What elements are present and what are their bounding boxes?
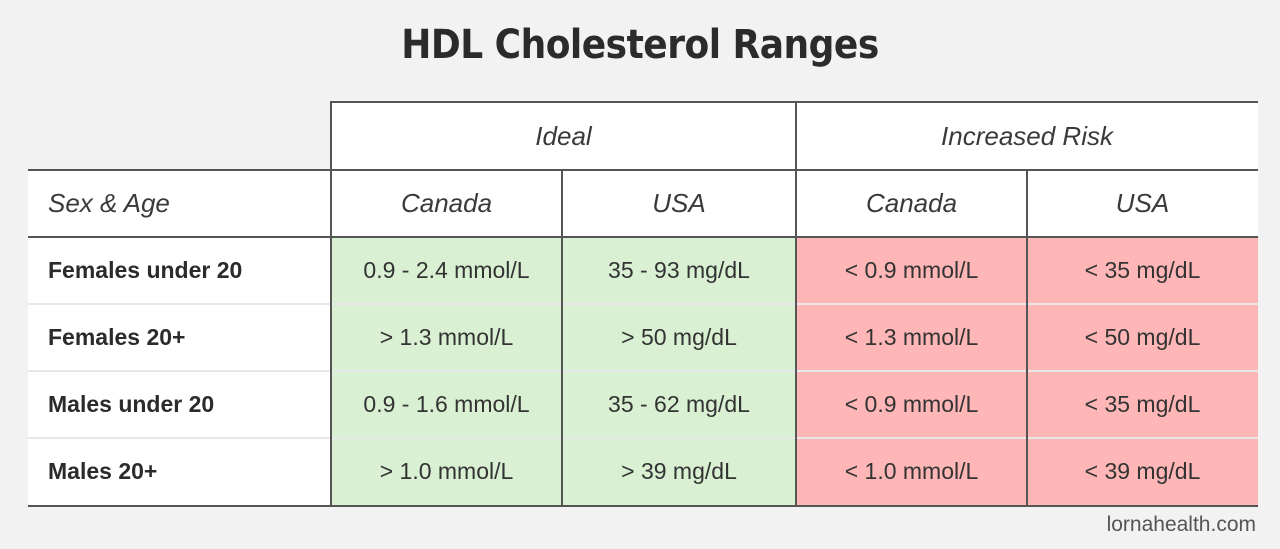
- table-cell-risk-usa: < 35 mg/dL: [1027, 237, 1258, 304]
- row-divider: [28, 370, 1258, 372]
- table-cell-ideal-usa: 35 - 93 mg/dL: [562, 237, 796, 304]
- table-divider: [28, 169, 1258, 171]
- page-title: HDL Cholesterol Ranges: [401, 22, 879, 68]
- table-divider: [28, 236, 1258, 238]
- row-divider: [28, 437, 1258, 439]
- row-label: Females 20+: [28, 304, 331, 371]
- table-bottom-border: [28, 505, 1258, 507]
- source-credit: lornahealth.com: [1106, 513, 1256, 536]
- row-label: Males under 20: [28, 371, 331, 438]
- table-cell-ideal-canada: 0.9 - 2.4 mmol/L: [331, 237, 562, 304]
- table-cell-ideal-canada: 0.9 - 1.6 mmol/L: [331, 371, 562, 438]
- table-cell-ideal-usa: 35 - 62 mg/dL: [562, 371, 796, 438]
- table-cell-ideal-canada: > 1.3 mmol/L: [331, 304, 562, 371]
- table-cell-risk-usa: < 50 mg/dL: [1027, 304, 1258, 371]
- column-header-sex-age: Sex & Age: [28, 170, 331, 237]
- group-header-ideal: Ideal: [331, 101, 796, 169]
- column-header-risk-usa: USA: [1027, 170, 1258, 237]
- column-divider: [330, 101, 332, 507]
- table-cell-risk-usa: < 35 mg/dL: [1027, 371, 1258, 438]
- table-cell-ideal-usa: > 39 mg/dL: [562, 438, 796, 505]
- table-cell-risk-canada: < 1.3 mmol/L: [796, 304, 1027, 371]
- group-header-risk: Increased Risk: [796, 101, 1258, 169]
- column-divider: [795, 101, 797, 507]
- column-divider: [561, 170, 563, 507]
- table-cell-risk-canada: < 0.9 mmol/L: [796, 237, 1027, 304]
- row-label: Females under 20: [28, 237, 331, 304]
- table-cell-risk-usa: < 39 mg/dL: [1027, 438, 1258, 505]
- table-cell-ideal-usa: > 50 mg/dL: [562, 304, 796, 371]
- row-label: Males 20+: [28, 438, 331, 505]
- column-header-ideal-usa: USA: [562, 170, 796, 237]
- column-header-ideal-canada: Canada: [331, 170, 562, 237]
- table-cell-risk-canada: < 1.0 mmol/L: [796, 438, 1027, 505]
- column-header-risk-canada: Canada: [796, 170, 1027, 237]
- row-divider: [28, 303, 1258, 305]
- column-divider: [1026, 170, 1028, 507]
- table-cell-risk-canada: < 0.9 mmol/L: [796, 371, 1027, 438]
- table-cell-ideal-canada: > 1.0 mmol/L: [331, 438, 562, 505]
